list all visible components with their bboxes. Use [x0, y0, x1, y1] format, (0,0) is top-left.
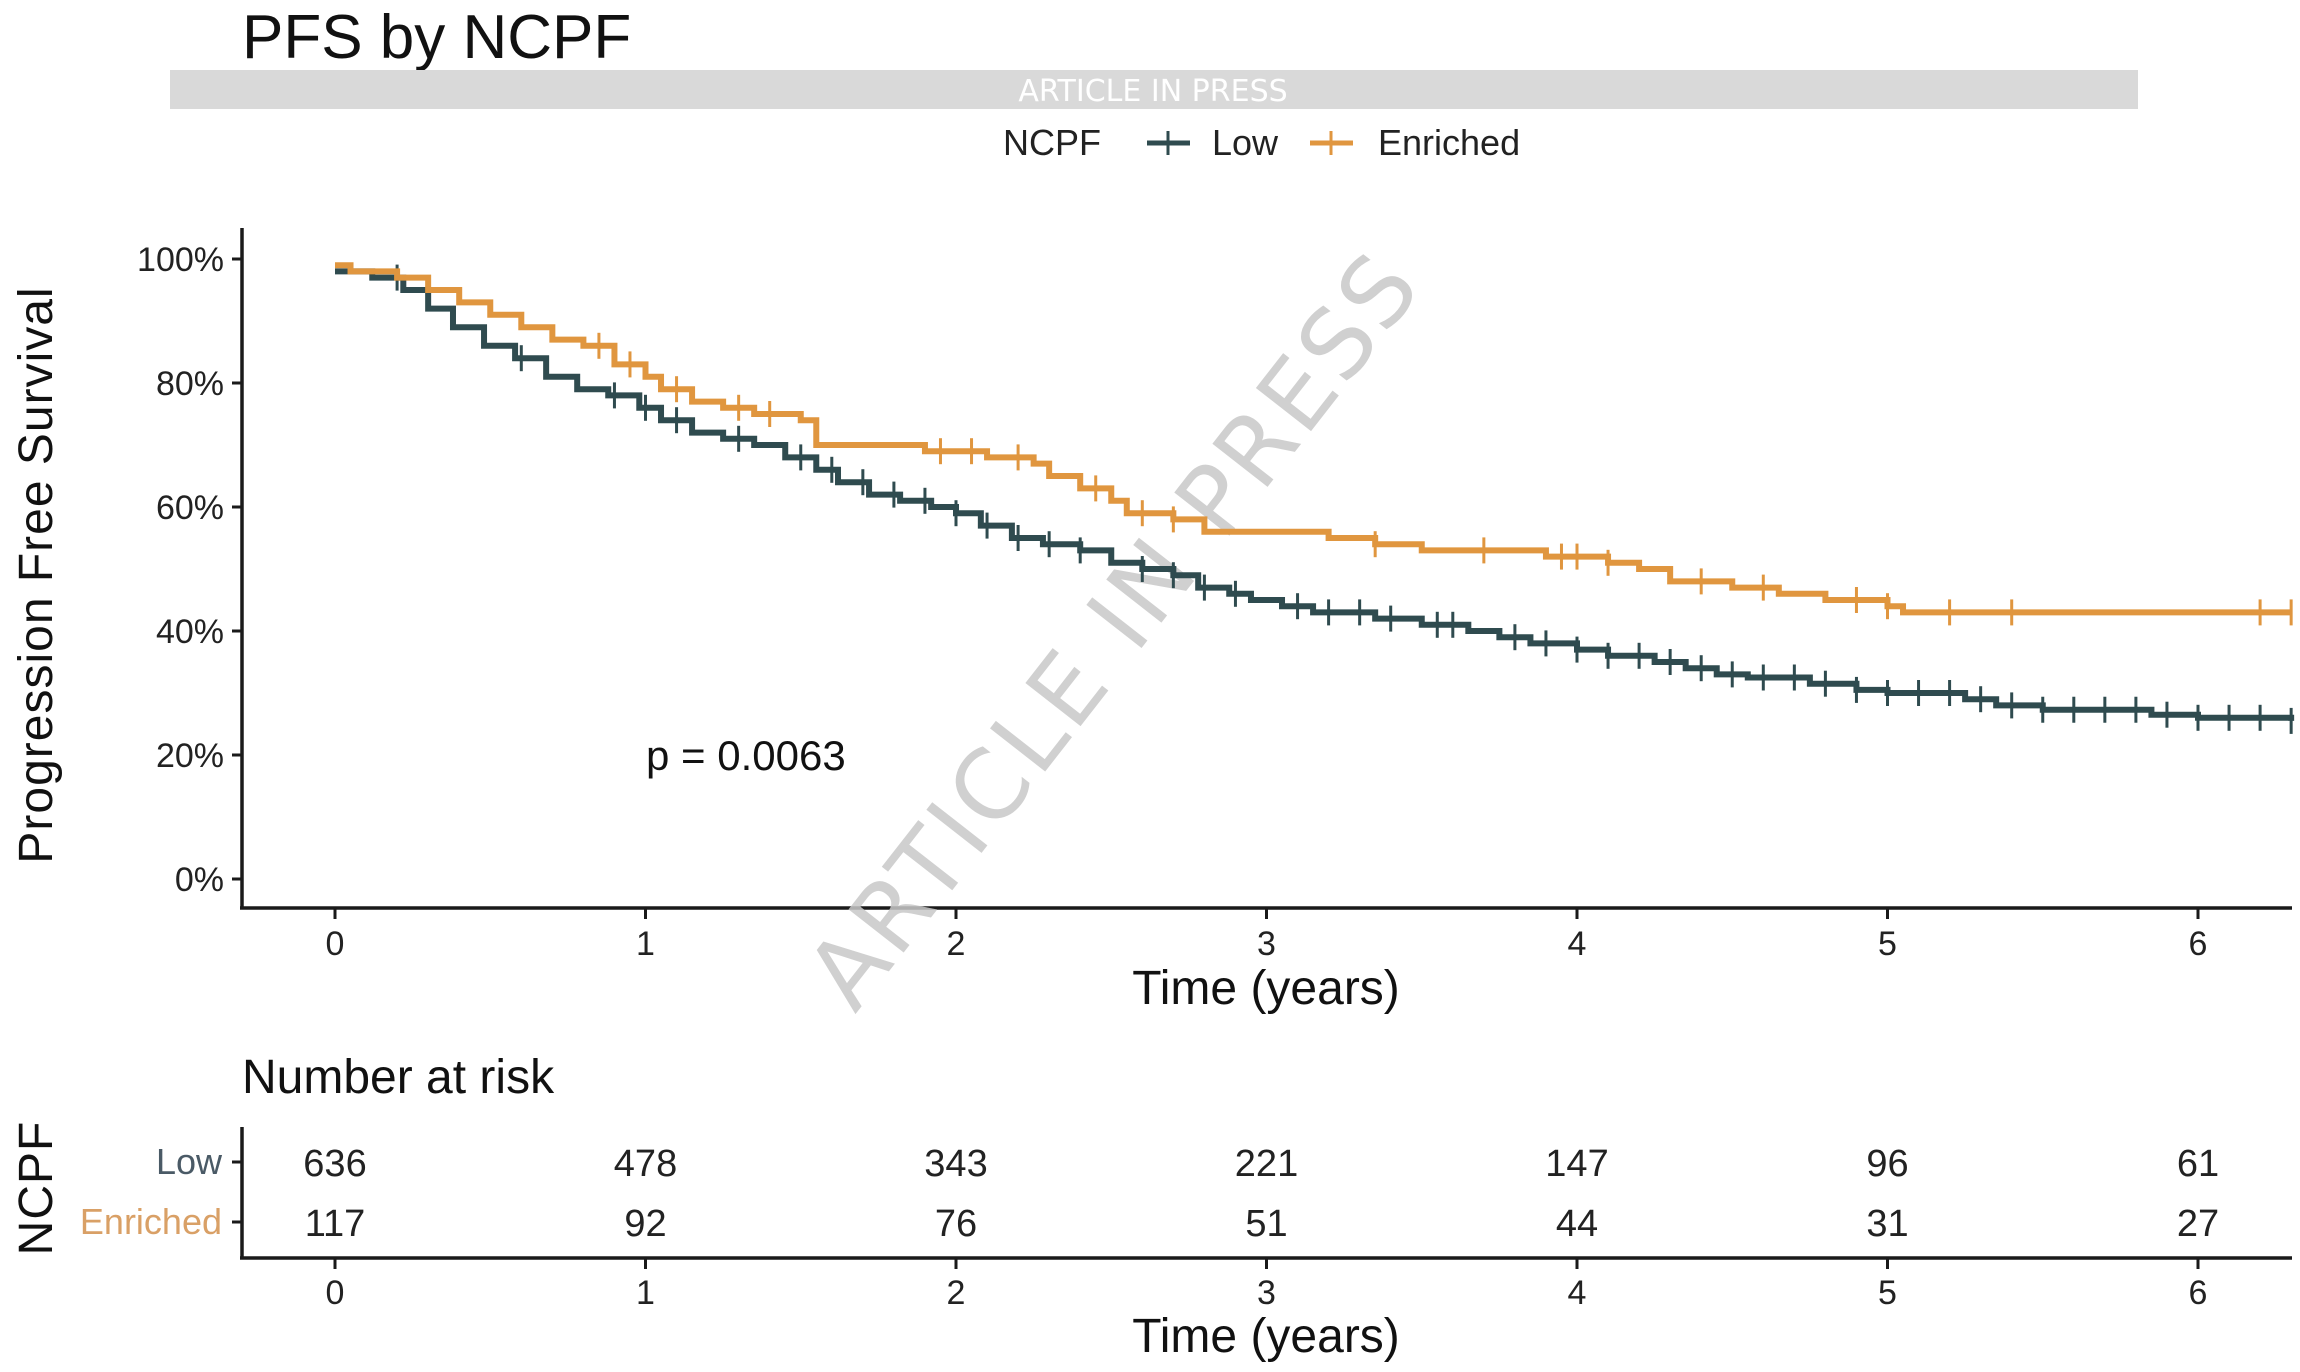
x-axis-title: Time (years) [1132, 962, 1400, 1015]
y-tick-label: 40% [156, 613, 224, 651]
x-tick-label: 3 [1257, 925, 1276, 963]
risk-count: 44 [1556, 1203, 1598, 1245]
series-enriched [335, 262, 2293, 626]
risk-table-x-axis-title: Time (years) [1132, 1310, 1400, 1363]
survival-curves [335, 262, 2295, 734]
risk-count: 61 [2177, 1143, 2219, 1185]
legend-key-enriched [1310, 131, 1353, 155]
legend-label-enriched: Enriched [1378, 122, 1520, 163]
article-banner [170, 70, 2138, 109]
risk-row-low: Low 636 478 343 221 147 96 61 [156, 1141, 2219, 1185]
legend: NCPF Low Enriched [1003, 122, 1520, 163]
risk-count: 636 [303, 1143, 366, 1185]
risk-count: 221 [1235, 1143, 1298, 1185]
risk-x-tick-label: 2 [947, 1274, 966, 1312]
risk-count: 51 [1245, 1203, 1287, 1245]
legend-title: NCPF [1003, 122, 1101, 163]
risk-x-tick-label: 0 [326, 1274, 345, 1312]
risk-count: 478 [614, 1143, 677, 1185]
risk-count: 147 [1545, 1143, 1608, 1185]
y-tick-label: 100% [137, 241, 224, 279]
risk-x-tick-label: 4 [1568, 1274, 1587, 1312]
risk-row-label: Enriched [80, 1201, 222, 1242]
risk-x-tick-label: 3 [1257, 1274, 1276, 1312]
chart-title: PFS by NCPF [242, 3, 631, 72]
y-tick-label: 60% [156, 489, 224, 527]
legend-label-low: Low [1212, 122, 1279, 163]
risk-count: 31 [1866, 1203, 1908, 1245]
x-tick-label: 1 [636, 925, 655, 963]
x-tick-label: 5 [1878, 925, 1897, 963]
risk-count: 343 [924, 1143, 987, 1185]
x-tick-label: 6 [2189, 925, 2208, 963]
x-tick-label: 0 [326, 925, 345, 963]
risk-count: 96 [1866, 1143, 1908, 1185]
km-curve-enriched [335, 262, 2292, 616]
risk-count: 76 [935, 1203, 977, 1245]
x-tick-label: 4 [1568, 925, 1587, 963]
x-tick-label: 2 [947, 925, 966, 963]
risk-row-label: Low [156, 1141, 223, 1182]
risk-count: 27 [2177, 1203, 2219, 1245]
risk-table-rows: Low 636 478 343 221 147 96 61 Enriched 117 92 76 51 4… [80, 1141, 2219, 1245]
risk-row-enriched: Enriched 117 92 76 51 44 31 27 [80, 1201, 2219, 1245]
y-axis-title: Progression Free Survival [10, 286, 63, 863]
y-tick-label: 80% [156, 365, 224, 403]
risk-table-row-axis-title: NCPF [10, 1121, 63, 1256]
article-banner-text: ARTICLE IN PRESS [1018, 74, 1287, 109]
risk-table-title: Number at risk [242, 1051, 555, 1104]
risk-count: 92 [624, 1203, 666, 1245]
legend-key-low [1147, 131, 1190, 155]
p-value-annotation: p = 0.0063 [646, 732, 846, 779]
risk-x-tick-label: 5 [1878, 1274, 1897, 1312]
y-axis-ticks: 0% 20% 40% 60% 80% 100% [137, 241, 242, 899]
series-low [335, 264, 2295, 734]
risk-table-x-ticks: 0 1 2 3 4 5 6 [326, 1258, 2208, 1312]
risk-x-tick-label: 6 [2189, 1274, 2208, 1312]
risk-x-tick-label: 1 [636, 1274, 655, 1312]
y-tick-label: 20% [156, 737, 224, 775]
y-tick-label: 0% [175, 861, 224, 899]
x-axis-ticks: 0 1 2 3 4 5 6 [326, 908, 2208, 963]
risk-count: 117 [305, 1203, 366, 1245]
